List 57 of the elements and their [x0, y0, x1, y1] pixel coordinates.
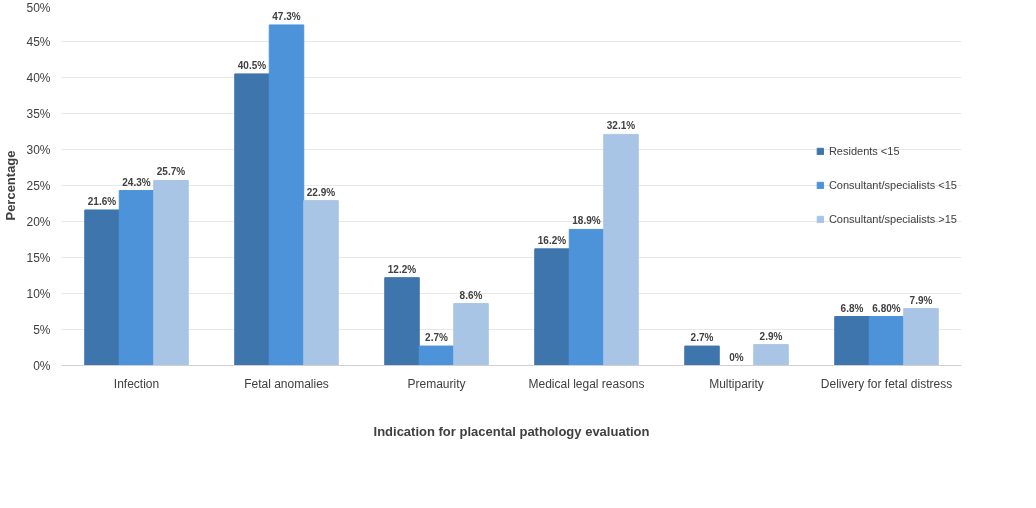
bar — [684, 345, 720, 366]
bar — [384, 277, 420, 366]
x-tick-label: Medical legal reasons — [528, 376, 645, 391]
data-label: 40.5% — [237, 59, 267, 71]
bar — [534, 248, 570, 366]
data-label: 32.1% — [606, 120, 636, 132]
y-tick-label: 0% — [33, 358, 51, 373]
bar — [868, 316, 905, 366]
x-tick-label: Delivery for fetal distress — [820, 376, 953, 391]
data-label: 16.2% — [537, 234, 567, 246]
bar — [753, 344, 789, 366]
legend-label: Consultant/specialists <15 — [828, 179, 957, 191]
data-label: 25.7% — [156, 166, 186, 178]
data-label: 21.6% — [87, 195, 117, 207]
bar — [568, 228, 605, 366]
x-tick-label: Multiparity — [709, 376, 764, 391]
bar — [453, 303, 489, 366]
y-tick-label: 5% — [33, 322, 51, 337]
bar — [834, 316, 870, 366]
data-label: 8.6% — [459, 289, 483, 301]
bar — [418, 345, 455, 366]
data-label: 12.2% — [387, 263, 417, 275]
x-tick-label: Fetal anomalies — [244, 376, 329, 391]
bar — [268, 24, 305, 366]
bar — [303, 200, 339, 366]
bar — [903, 308, 939, 366]
data-label: 6.80% — [872, 302, 901, 314]
y-tick-label: 45% — [26, 34, 51, 49]
x-tick-label: Infection — [113, 376, 160, 391]
data-label: 7.9% — [909, 294, 933, 306]
bar — [153, 179, 189, 366]
data-label: 18.9% — [572, 215, 601, 227]
y-tick-label: 40% — [26, 70, 51, 85]
data-label: 24.3% — [122, 176, 151, 188]
y-axis-title: Percentage — [3, 150, 19, 221]
data-label: 6.8% — [840, 302, 864, 314]
data-label: 2.7% — [690, 332, 714, 344]
y-tick-label: 35% — [26, 106, 51, 121]
y-tick-label: 15% — [26, 250, 51, 265]
legend-label: Residents <15 — [828, 145, 900, 157]
bar — [603, 133, 639, 366]
bar — [234, 73, 270, 366]
data-label: 0% — [729, 351, 744, 363]
bar — [84, 209, 120, 366]
data-label: 47.3% — [272, 10, 301, 22]
x-tick-label: Premaurity — [407, 376, 466, 391]
legend-label: Consultant/specialists >15 — [828, 213, 957, 225]
y-tick-label: 25% — [26, 178, 51, 193]
y-tick-label: 50% — [26, 0, 51, 15]
bar — [118, 190, 155, 366]
y-tick-label: 20% — [26, 214, 51, 229]
data-label: 2.7% — [425, 332, 448, 344]
data-label: 22.9% — [306, 186, 336, 198]
x-axis-title: Indication for placental pathology evaluation — [373, 423, 650, 439]
data-label: 2.9% — [759, 330, 783, 342]
y-tick-label: 30% — [26, 142, 51, 157]
y-tick-label: 10% — [26, 286, 51, 301]
